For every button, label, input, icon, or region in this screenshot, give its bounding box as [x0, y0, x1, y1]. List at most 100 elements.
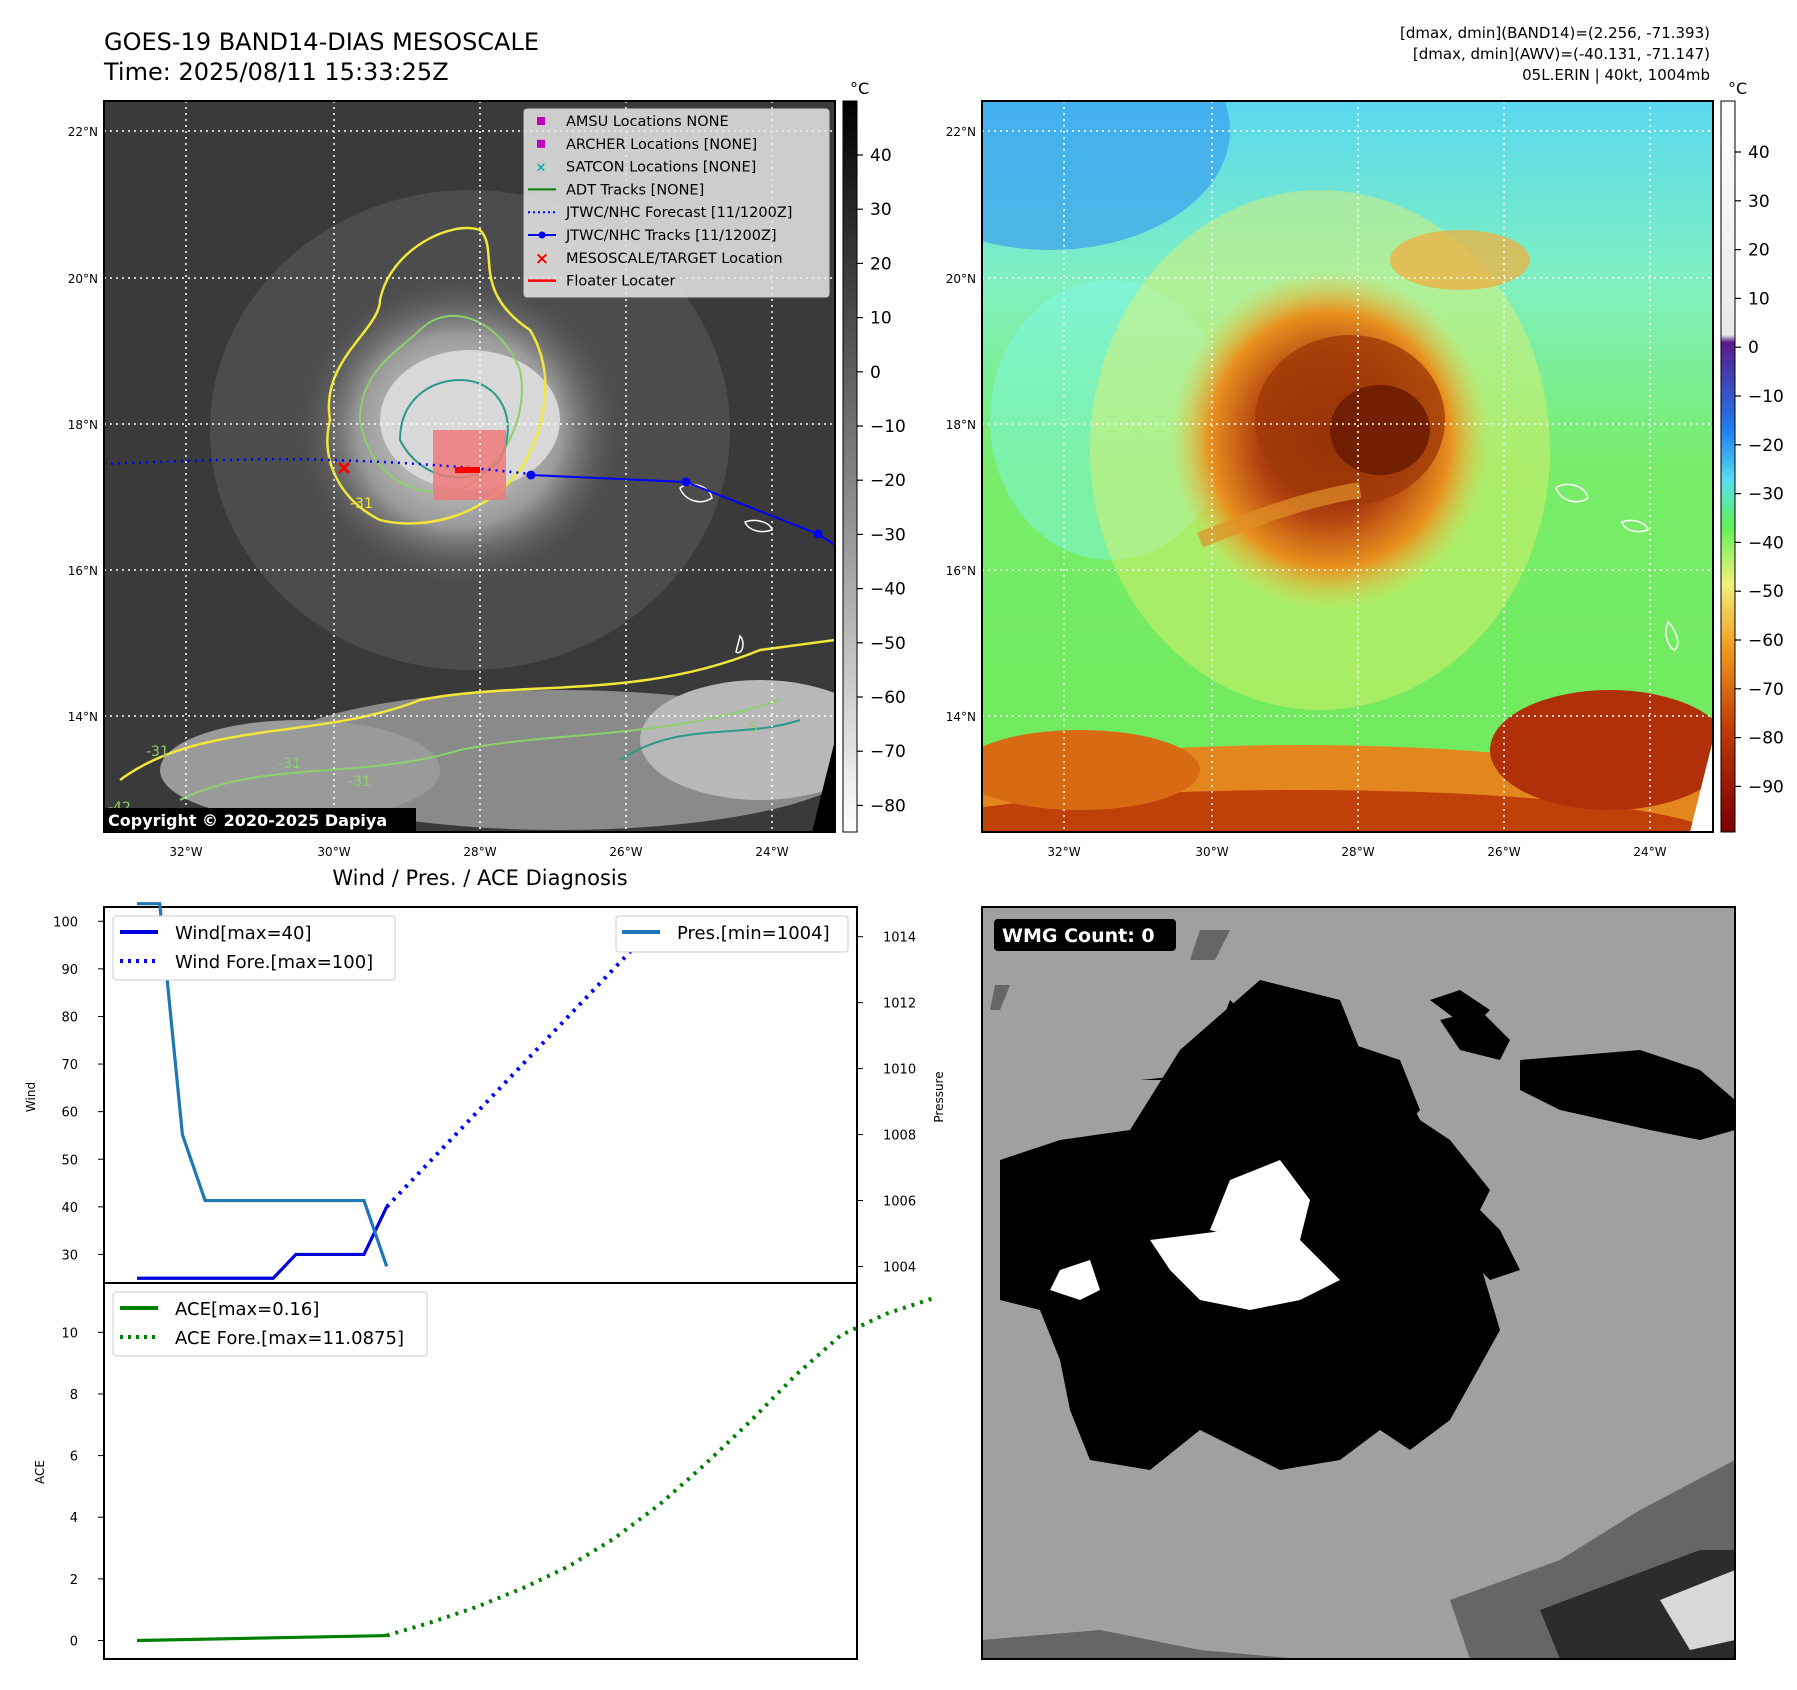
colorbar-tick-label: −20 — [1748, 436, 1784, 456]
legend-ace-fore: ACE Fore.[max=11.0875] — [175, 1328, 404, 1349]
lat-label: 20°N — [68, 272, 98, 286]
lon-label: 32°W — [169, 845, 202, 859]
lon-label: 32°W — [1047, 845, 1080, 859]
colorbar-tick-label: −90 — [1748, 777, 1784, 797]
wind-observed-line — [137, 1206, 389, 1280]
ace-tick-label: 10 — [61, 1326, 78, 1341]
awv-colorbar: °C 40 30 20 10 0 −10 −20 −30 −40 −50 −60 −70 −80 −90 — [1720, 79, 1784, 833]
ace-tick-label: 8 — [70, 1388, 78, 1403]
ace-legend: ACE[max=0.16] ACE Fore.[max=11.0875] — [112, 1291, 428, 1357]
legend-entry: ADT Tracks [NONE] — [528, 182, 704, 198]
track-point — [526, 470, 536, 480]
colorbar-tick-label: −10 — [870, 417, 906, 437]
legend-label: ADT Tracks [NONE] — [566, 182, 704, 198]
track-point — [813, 529, 823, 539]
colorbar-tick-label: −70 — [870, 742, 906, 762]
legend-wind: Wind[max=40] — [175, 923, 312, 944]
ace-tick-label: 6 — [70, 1450, 78, 1465]
legend-label: AMSU Locations NONE — [566, 114, 729, 130]
awv-colorbar-unit: °C — [1728, 79, 1747, 98]
lon-label: 28°W — [463, 845, 496, 859]
wind-tick-label: 80 — [61, 1010, 78, 1025]
contour-label: -31 — [348, 774, 371, 790]
figure-time: Time: 2025/08/11 15:33:25Z — [103, 58, 449, 86]
ace-tick-label: 0 — [70, 1635, 78, 1650]
colorbar-tick-label: −30 — [870, 525, 906, 545]
target-marker — [337, 461, 351, 475]
wind-tick-label: 100 — [53, 915, 78, 930]
colorbar-tick-label: −40 — [870, 580, 906, 600]
wind-tick-label: 30 — [61, 1248, 78, 1263]
pressure-line — [137, 902, 389, 1268]
lat-label: 22°N — [68, 125, 98, 139]
best-track — [530, 474, 835, 546]
wmg-imagery — [982, 930, 1735, 1659]
lat-label: 18°N — [946, 418, 976, 432]
lat-label: 14°N — [68, 710, 98, 724]
legend-label: SATCON Locations [NONE] — [566, 160, 756, 176]
lon-label: 26°W — [609, 845, 642, 859]
ace-panel: ACE 10 8 6 4 2 0 ACE[max=0.16] ACE Fore.[max=… — [33, 1282, 933, 1660]
pressure-legend: Pres.[min=1004] — [615, 915, 849, 953]
track-point — [681, 477, 691, 487]
colorbar-tick-label: −50 — [1748, 582, 1784, 602]
colorbar-tick-label: 20 — [870, 254, 892, 274]
ir-legend: AMSU Locations NONE ARCHER Locations [NON… — [523, 108, 830, 298]
colorbar-tick-label: 40 — [870, 146, 892, 166]
lon-label: 26°W — [1487, 845, 1520, 859]
colorbar-tick-label: −80 — [870, 796, 906, 816]
colorbar-tick-label: 40 — [1748, 143, 1770, 163]
ir-colorbar-unit: °C — [850, 79, 869, 98]
pres-tick-label: 1012 — [883, 997, 916, 1012]
wind-forecast-line — [385, 919, 661, 1209]
awv-panel — [981, 100, 1714, 833]
info-line-2: [dmax, dmin](AWV)=(-40.131, -71.147) — [1413, 45, 1710, 63]
legend-entry: × SATCON Locations [NONE] — [536, 160, 757, 176]
colorbar-tick-label: 0 — [1748, 338, 1759, 358]
wmg-label-box — [994, 919, 1176, 951]
wmg-label: WMG Count: 0 — [1002, 925, 1155, 947]
contour-label: -31 — [350, 496, 373, 512]
colorbar-tick-label: −30 — [1748, 485, 1784, 505]
colorbar-tick-label: −60 — [1748, 631, 1784, 651]
legend-label: JTWC/NHC Tracks [11/1200Z] — [565, 228, 777, 244]
ace-observed-line — [136, 1633, 387, 1643]
lon-label: 28°W — [1341, 845, 1374, 859]
wind-tick-label: 60 — [61, 1106, 78, 1121]
contour-label: -31 — [146, 744, 169, 760]
lon-label: 30°W — [1195, 845, 1228, 859]
wind-axis-label: Wind — [24, 1082, 38, 1112]
lon-label: 24°W — [1633, 845, 1666, 859]
wind-tick-label: 40 — [61, 1201, 78, 1216]
legend-pres: Pres.[min=1004] — [677, 923, 830, 944]
lat-label: 16°N — [946, 564, 976, 578]
contour-label: -31 — [278, 756, 301, 772]
map-axis-labels: 22°N 20°N 18°N 16°N 14°N 32°W 30°W 28°W 26°W 24°W… — [68, 125, 1667, 859]
awv-gridlines — [982, 101, 1713, 832]
legend-label: Floater Locater — [566, 274, 675, 290]
wind-legend: Wind[max=40] Wind Fore.[max=100] — [112, 915, 396, 981]
pres-tick-label: 1004 — [883, 1261, 916, 1276]
ace-tick-label: 2 — [70, 1573, 78, 1588]
colorbar-tick-label: −60 — [870, 688, 906, 708]
ace-axis-label: ACE — [33, 1460, 47, 1484]
colorbar-tick-label: −40 — [1748, 533, 1784, 553]
legend-marker — [537, 139, 545, 148]
diagnosis-title: Wind / Pres. / ACE Diagnosis — [332, 866, 627, 890]
info-line-1: [dmax, dmin](BAND14)=(2.256, -71.393) — [1400, 24, 1710, 42]
legend-entry: ARCHER Locations [NONE] — [537, 137, 757, 153]
lon-label: 24°W — [755, 845, 788, 859]
colorbar-tick-label: 30 — [870, 200, 892, 220]
ir-colorbar: °C 40 30 20 10 0 −10 −20 −30 −40 −50 −60 −70 −80 — [842, 79, 906, 833]
wmg-panel: WMG Count: 0 — [981, 906, 1736, 1660]
colorbar-tick-label: −20 — [870, 471, 906, 491]
lat-label: 20°N — [946, 272, 976, 286]
figure-title: GOES-19 BAND14-DIAS MESOSCALE — [104, 28, 539, 56]
colorbar-tick-label: −70 — [1748, 680, 1784, 700]
legend-marker: × — [536, 161, 547, 176]
lat-label: 22°N — [946, 125, 976, 139]
legend-marker — [538, 231, 546, 239]
info-line-3: 05L.ERIN | 40kt, 1004mb — [1522, 66, 1710, 84]
legend-marker: × — [535, 249, 549, 269]
